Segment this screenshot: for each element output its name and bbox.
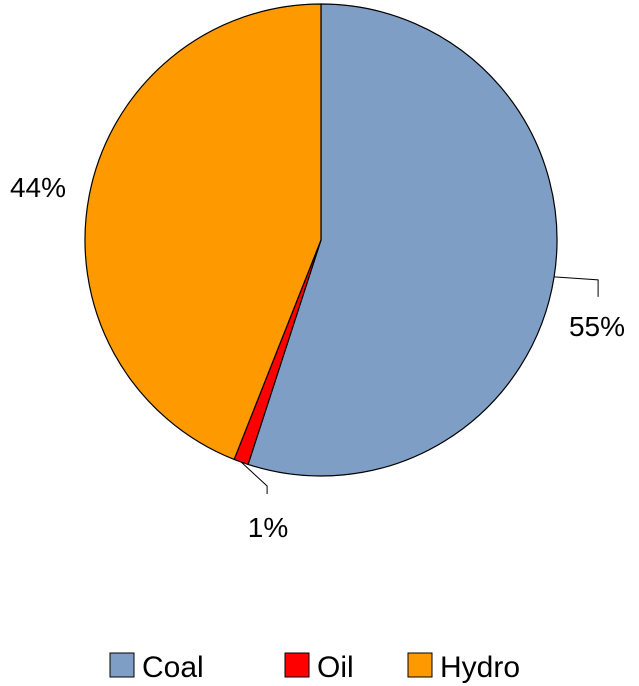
- leader-line-oil: [240, 461, 268, 494]
- pie-slice-coal: [247, 3, 558, 477]
- legend-swatch-oil: [284, 652, 310, 678]
- data-label-coal: 55%: [569, 311, 625, 342]
- legend-swatch-hydro: [407, 652, 433, 678]
- leader-line-coal: [554, 276, 599, 297]
- pie-slice-hydro: [84, 3, 322, 461]
- legend-item-hydro: Hydro: [407, 651, 520, 684]
- data-label-oil: 1%: [248, 512, 288, 543]
- legend-label-hydro: Hydro: [440, 651, 520, 684]
- legend-swatch-coal: [109, 652, 135, 678]
- legend-item-oil: Oil: [284, 651, 354, 684]
- legend-label-coal: Coal: [142, 651, 204, 684]
- pie-slices: [84, 3, 558, 477]
- leader-lines: [240, 276, 599, 494]
- legend: Coal Oil Hydro: [109, 651, 520, 684]
- legend-item-coal: Coal: [109, 651, 204, 684]
- legend-label-oil: Oil: [317, 651, 354, 684]
- data-label-hydro: 44%: [10, 172, 66, 203]
